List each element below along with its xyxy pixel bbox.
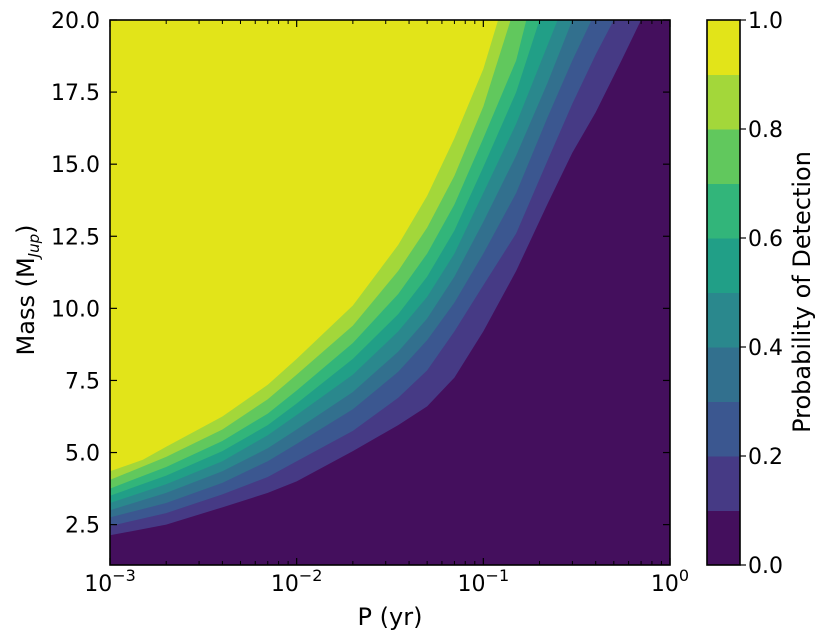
y-tick-label: 15.0 [51,153,100,178]
axis-ticks [109,19,671,565]
colorbar-segment [707,510,740,566]
colorbar: 0.0 0.2 0.4 0.6 0.8 1.0 [706,9,783,579]
colorbar-segment [707,456,740,511]
colorbar-tick-label: 0.0 [748,554,783,579]
y-tick-label: 5.0 [65,442,100,467]
x-axis-label: P (yr) [358,603,423,631]
colorbar-tick-label: 0.4 [748,336,783,361]
colorbar-segment [707,292,740,348]
x-tick-label: 10−3 [84,566,136,597]
y-tick-label: 10.0 [51,297,100,322]
colorbar-label: Probability of Detection [788,151,816,433]
colorbar-tick-label: 0.8 [748,118,783,143]
plot-frame [109,19,671,566]
y-tick-label: 7.5 [65,369,100,394]
y-axis-label: Mass (MJup) [12,225,43,356]
x-tick-label: 10−2 [271,566,323,597]
colorbar-segment [707,347,740,402]
x-tick-label: 100 [651,566,689,597]
y-tick-label: 20.0 [51,9,100,34]
colorbar-segment [707,401,740,457]
colorbar-frame [706,19,741,566]
colorbar-segment [707,183,740,239]
colorbar-tick-label: 0.6 [748,227,783,252]
colorbar-segment [707,20,740,75]
y-tick-label: 17.5 [51,81,100,106]
colorbar-segment [707,129,740,184]
colorbar-tick-label: 0.2 [748,445,783,470]
y-tick-labels: 2.5 5.0 7.5 10.0 12.5 15.0 17.5 20.0 [51,9,100,539]
x-tick-label: 10−1 [458,566,510,597]
x-tick-labels: 10−3 10−2 10−1 100 [84,566,689,597]
colorbar-segment [707,74,740,130]
colorbar-segment [707,238,740,293]
colorbar-tick-label: 1.0 [748,9,783,34]
y-tick-label: 12.5 [51,225,100,250]
contour-band-9 [110,20,499,472]
plot-area [110,20,670,565]
y-tick-label: 2.5 [65,514,100,539]
